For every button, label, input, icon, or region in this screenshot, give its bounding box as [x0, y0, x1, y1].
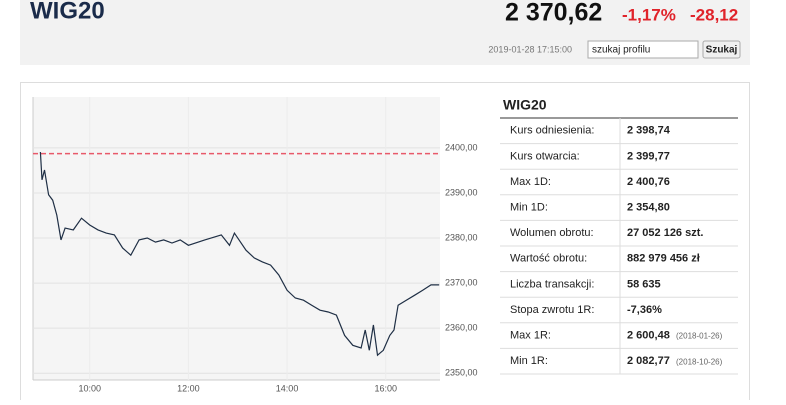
timestamp: 2019-01-28 17:15:00 [488, 44, 572, 54]
row-value: 2 354,80 [627, 202, 670, 214]
y-tick-label: 2360,00 [445, 323, 478, 333]
row-label: Max 1D: [510, 176, 551, 188]
table-title: WIG20 [503, 97, 547, 113]
row-label: Kurs odniesienia: [510, 125, 594, 137]
row-label: Stopa zwrotu 1R: [510, 304, 594, 316]
row-label: Max 1R: [510, 330, 551, 342]
price: 2 370,62 [505, 0, 602, 27]
row-value: -7,36% [627, 304, 662, 316]
row-value: 2 600,48 [627, 330, 670, 342]
x-tick-label: 12:00 [177, 383, 200, 393]
row-value: 2 400,76 [627, 176, 670, 188]
y-tick-label: 2390,00 [445, 187, 478, 197]
row-label: Min 1D: [510, 202, 548, 214]
row-note: (2018-10-26) [676, 357, 723, 366]
search-placeholder: szukaj profilu [592, 45, 650, 56]
row-value: 27 052 126 szt. [627, 227, 703, 239]
row-note: (2018-01-26) [676, 332, 723, 341]
row-label: Kurs otwarcia: [510, 150, 580, 162]
search-button-label: Szukaj [706, 45, 738, 56]
row-label: Liczba transakcji: [510, 278, 594, 290]
row-value: 2 398,74 [627, 125, 671, 137]
y-tick-label: 2380,00 [445, 232, 478, 242]
change-pct: -1,17% [622, 5, 676, 24]
row-value: 882 979 456 zł [627, 253, 700, 265]
x-tick-label: 10:00 [78, 383, 101, 393]
y-tick-label: 2400,00 [445, 142, 478, 152]
search-input[interactable] [587, 40, 699, 59]
y-tick-label: 2370,00 [445, 277, 478, 287]
search-button[interactable] [702, 40, 741, 59]
price-line [39, 151, 440, 357]
header-title: WIG20 [30, 0, 105, 24]
change: -28,12 [690, 5, 738, 24]
row-label: Min 1R: [510, 355, 548, 367]
x-tick-label: 16:00 [374, 383, 397, 393]
row-value: 58 635 [627, 278, 661, 290]
row-label: Wolumen obrotu: [510, 227, 594, 239]
row-value: 2 082,77 [627, 355, 670, 367]
y-tick-label: 2350,00 [445, 368, 478, 378]
x-tick-label: 14:00 [276, 383, 299, 393]
row-label: Wartość obrotu: [510, 253, 587, 265]
row-value: 2 399,77 [627, 150, 670, 162]
